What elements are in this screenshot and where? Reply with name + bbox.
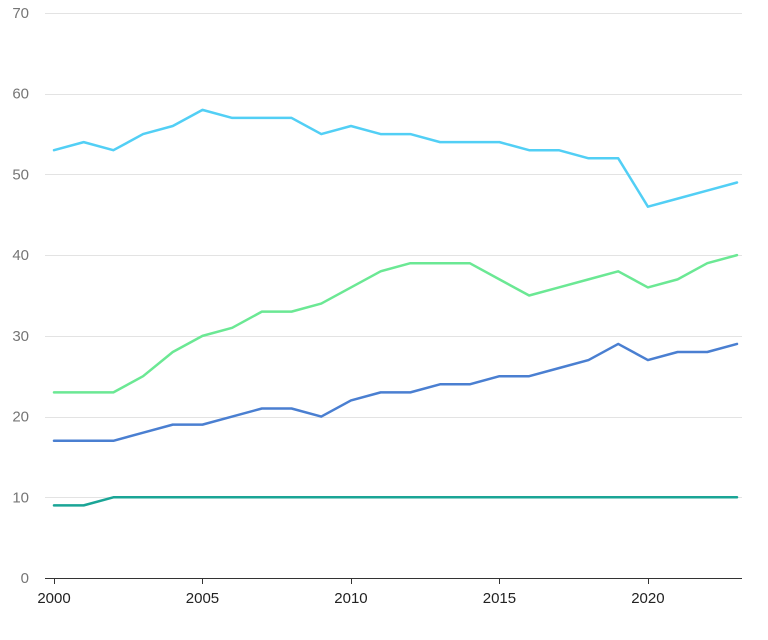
x-tick-label-2000: 2000	[37, 590, 70, 607]
y-tick-label-30: 30	[12, 328, 29, 345]
y-axis-tick-labels: 0 10 20 30 40 50 60 70	[12, 5, 29, 587]
series-line-2	[52, 253, 739, 394]
y-tick-label-50: 50	[12, 166, 29, 183]
series-line-1	[52, 108, 739, 208]
x-tick-label-2015: 2015	[483, 590, 516, 607]
x-axis: 2000 2005 2010 2015 2020	[37, 578, 742, 607]
series-line-4	[52, 496, 739, 507]
y-tick-label-0: 0	[21, 570, 29, 587]
y-tick-label-20: 20	[12, 409, 29, 426]
x-tick-label-2010: 2010	[334, 590, 367, 607]
gridlines	[45, 13, 742, 498]
x-tick-label-2020: 2020	[631, 590, 664, 607]
y-tick-label-10: 10	[12, 489, 29, 506]
x-tick-label-2005: 2005	[186, 590, 219, 607]
series-line-3	[52, 342, 739, 443]
series-lines	[52, 108, 739, 507]
y-tick-label-40: 40	[12, 247, 29, 264]
y-tick-label-70: 70	[12, 5, 29, 22]
y-tick-label-60: 60	[12, 86, 29, 103]
